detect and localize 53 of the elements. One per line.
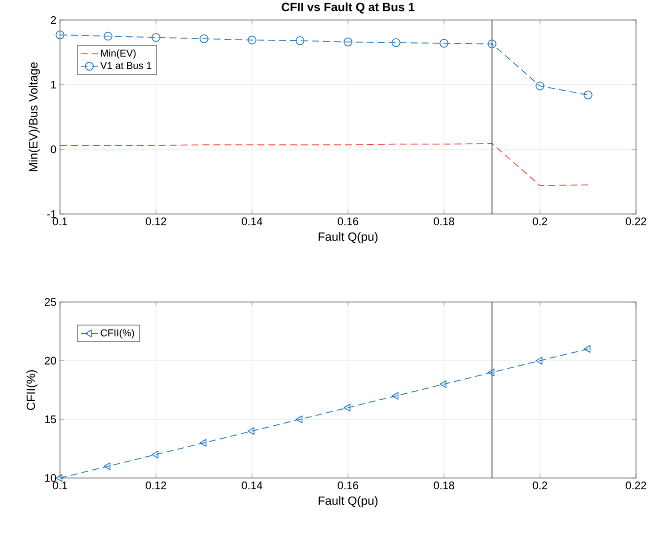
point [200, 34, 208, 44]
legend-label: V1 at Bus 1 [100, 62, 152, 70]
point [104, 32, 112, 41]
point [152, 450, 158, 458]
y-axis-title: CFII(%) [26, 370, 38, 410]
y-tick-label: -1 [47, 210, 56, 218]
point [296, 36, 304, 46]
x-tick-label: 0.14 [242, 482, 262, 490]
point [344, 404, 350, 412]
point [536, 356, 542, 365]
y-axis-title: Min(EV)/Bus Voltage [28, 62, 40, 172]
x-tick-label: 0.2 [532, 218, 548, 226]
x-tick-label: 0.16 [338, 218, 358, 226]
point [488, 40, 496, 48]
x-tick-label: 0.22 [626, 482, 646, 490]
point [440, 380, 446, 388]
point [248, 427, 254, 435]
legend-label: CFII(%) [100, 329, 134, 338]
legend-label: Min(EV) [101, 49, 136, 59]
point [296, 415, 302, 424]
point [392, 392, 398, 400]
x-tick-label: 0.14 [242, 218, 262, 226]
y-tick-label: 0 [50, 145, 56, 154]
x-axis-title: Fault Q(pu) [318, 232, 378, 244]
point [488, 368, 494, 376]
y-tick-label: 10 [45, 474, 56, 482]
x-tick-label: 0.1 [52, 218, 68, 226]
point [584, 345, 590, 353]
y-tick-label: 1 [51, 80, 56, 88]
chart-title: CFII vs Fault Q at Bus 1 [282, 2, 414, 14]
point [440, 38, 448, 48]
y-tick-label: 25 [44, 298, 56, 306]
x-tick-label: 0.22 [626, 218, 646, 226]
point [392, 38, 400, 48]
x-tick-label: 0.18 [434, 482, 454, 490]
x-tick-label: 0.1 [52, 482, 68, 490]
x-axis-title: Fault Q(pu) [318, 496, 378, 508]
y-tick-label: 2 [50, 16, 56, 24]
x-tick-label: 0.18 [434, 218, 454, 226]
x-tick-label: 0.12 [146, 218, 166, 226]
point [248, 36, 256, 44]
point [344, 38, 352, 46]
point [56, 30, 64, 40]
point [104, 462, 110, 470]
point [536, 82, 544, 90]
point [584, 90, 592, 100]
x-tick-label: 0.12 [146, 482, 166, 490]
y-tick-label: 15 [45, 416, 56, 424]
point [152, 33, 160, 42]
x-tick-label: 0.2 [532, 482, 548, 490]
y-tick-label: 20 [44, 356, 56, 365]
x-tick-label: 0.16 [338, 482, 358, 490]
point [200, 438, 206, 447]
